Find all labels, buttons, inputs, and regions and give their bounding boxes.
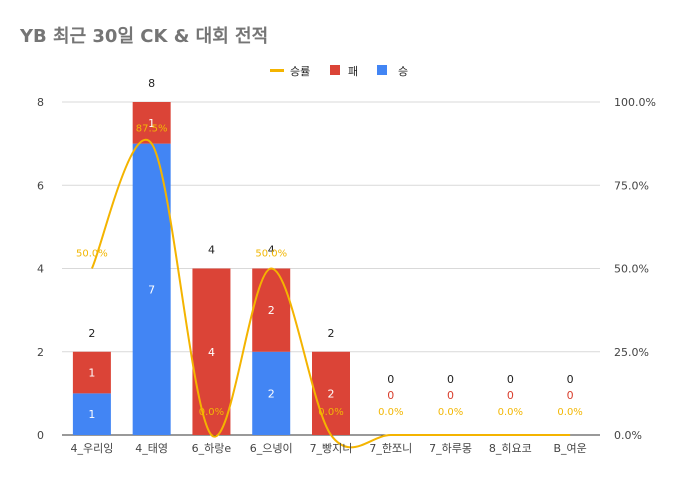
total-label: 2: [328, 327, 335, 340]
bar-label-loss: 0: [507, 389, 514, 402]
total-label: 0: [567, 373, 574, 386]
bar-label-loss: 1: [148, 117, 155, 130]
data-labels: 1 1 2 7 1 8 4 4 2 2 4 2 2 0 0 0 0 0 0 0 0 50.0% 87.5% 0.0% 50.0%…: [76, 77, 583, 421]
total-label: 4: [208, 244, 215, 257]
y2-tick-label: 25.0%: [614, 346, 649, 359]
legend: 승률 패 승: [270, 65, 408, 78]
bar-label-loss: 2: [328, 387, 335, 400]
x-tick-label: 4_태영: [135, 442, 168, 455]
legend-label-winrate: 승률: [290, 65, 310, 78]
y2-tick-label: 100.0%: [614, 96, 656, 109]
x-tick-label: 4_우리잉: [70, 442, 113, 455]
y2-tick-label: 75.0%: [614, 179, 649, 192]
x-tick-label: 6_으넹이: [250, 442, 293, 455]
y-tick-label: 2: [37, 346, 44, 359]
winrate-label: 0.0%: [498, 407, 523, 418]
x-tick-label: 6_하랑e: [192, 441, 232, 455]
y-axis-left: 0 2 4 6 8: [37, 96, 44, 442]
bar-loss: [72, 351, 111, 394]
winrate-line: [90, 139, 571, 449]
bar-loss: [132, 102, 171, 144]
winrate-label: 0.0%: [378, 407, 403, 418]
total-label: 0: [507, 373, 514, 386]
y2-tick-label: 50.0%: [614, 263, 649, 276]
legend-swatch-winrate: [270, 69, 284, 72]
winrate-label: 0.0%: [557, 407, 582, 418]
chart-title: YB 최근 30일 CK & 대회 전적: [19, 26, 268, 47]
y-tick-label: 4: [37, 263, 44, 276]
x-tick-label: 7_빵지니: [310, 442, 353, 455]
bar-label-loss: 0: [567, 389, 574, 402]
winrate-label: 0.0%: [318, 407, 343, 418]
winrate-label: 50.0%: [76, 249, 108, 260]
x-tick-label: 8_히요코: [489, 441, 532, 455]
bar-label-win: 7: [148, 283, 155, 296]
bar-label-loss: 1: [88, 367, 95, 380]
winrate-label: 0.0%: [438, 407, 463, 418]
x-tick-label: 7_하루몽: [429, 441, 472, 455]
winrate-label: 0.0%: [199, 407, 224, 418]
bars: [72, 102, 350, 435]
x-tick-label: 7_한쪼니: [369, 442, 412, 455]
legend-label-loss: 패: [348, 65, 358, 78]
x-axis: 4_우리잉 4_태영 6_하랑e 6_으넹이 7_빵지니 7_한쪼니 7_하루몽 8_히요코 B…: [70, 441, 586, 455]
x-tick-label: B_여운: [553, 442, 586, 455]
total-label: 4: [268, 244, 275, 257]
legend-swatch-win: [377, 65, 387, 75]
y-axis-right: 0.0% 25.0% 50.0% 75.0% 100.0%: [614, 96, 656, 442]
bar-win: [72, 393, 111, 435]
winrate-label: 87.5%: [136, 124, 168, 135]
bar-label-loss: 2: [268, 304, 275, 317]
y-tick-label: 8: [37, 96, 44, 109]
bar-win: [132, 143, 171, 435]
total-label: 0: [447, 373, 454, 386]
bar-win: [252, 351, 291, 435]
bar-label-loss: 0: [387, 389, 394, 402]
legend-label-win: 승: [398, 65, 408, 78]
legend-swatch-loss: [330, 65, 340, 75]
y2-tick-label: 0.0%: [614, 429, 642, 442]
bar-label-loss: 4: [208, 346, 215, 359]
total-label: 2: [88, 327, 95, 340]
y-tick-label: 6: [37, 179, 44, 192]
bar-label-loss: 0: [447, 389, 454, 402]
winrate-line-path: [90, 139, 571, 449]
winrate-label: 50.0%: [255, 249, 287, 260]
total-label: 0: [387, 373, 394, 386]
y-tick-label: 0: [37, 429, 44, 442]
total-label: 8: [148, 77, 155, 90]
bar-label-win: 1: [88, 408, 95, 421]
bar-loss: [252, 268, 291, 352]
bar-label-win: 2: [268, 387, 275, 400]
bar-loss: [312, 351, 350, 435]
bar-loss: [192, 268, 231, 435]
